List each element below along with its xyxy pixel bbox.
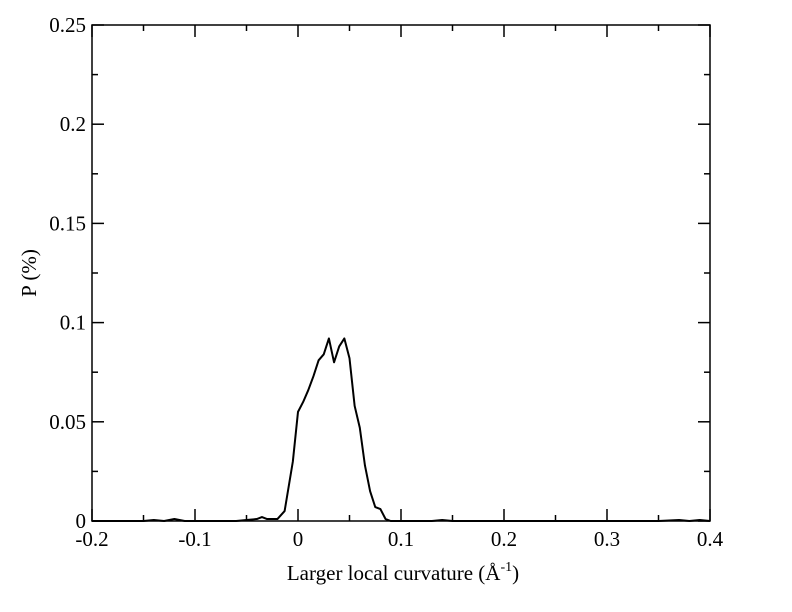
- y-tick-label: 0.15: [49, 211, 86, 235]
- x-tick-label: 0.2: [491, 527, 517, 551]
- plot-frame: [91, 24, 711, 522]
- x-tick-label: 0.4: [697, 527, 724, 551]
- x-axis-label: Larger local curvature (Å-1): [287, 560, 519, 585]
- x-axis-ticks: [91, 25, 711, 521]
- series-line: [92, 337, 711, 522]
- y-tick-label: 0.1: [60, 311, 86, 335]
- x-tick-label: 0.1: [388, 527, 414, 551]
- y-tick-label: 0.2: [60, 112, 86, 136]
- y-tick-label: 0.25: [49, 13, 86, 37]
- x-tick-label: -0.1: [178, 527, 211, 551]
- y-axis-label: P (%): [17, 249, 41, 297]
- y-axis-ticks: [92, 24, 710, 522]
- x-axis-tick-labels: -0.2 -0.1 0 0.1 0.2 0.3 0.4: [75, 527, 723, 551]
- x-tick-label: 0.3: [594, 527, 620, 551]
- y-tick-label: 0.05: [49, 410, 86, 434]
- y-tick-label: 0: [76, 509, 87, 533]
- x-tick-label: 0: [293, 527, 304, 551]
- y-axis-tick-labels: 0 0.05 0.1 0.15 0.2 0.25: [49, 13, 86, 533]
- x-tick-label: -0.2: [75, 527, 108, 551]
